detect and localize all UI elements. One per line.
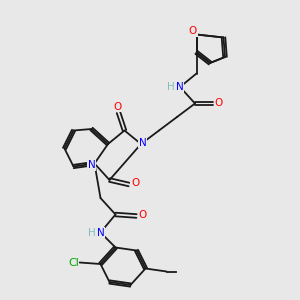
- Text: H: H: [88, 227, 95, 238]
- Text: N: N: [176, 82, 184, 92]
- Text: N: N: [88, 160, 95, 170]
- Text: H: H: [167, 82, 175, 92]
- Text: N: N: [97, 227, 104, 238]
- Text: Cl: Cl: [68, 257, 79, 268]
- Text: N: N: [139, 137, 146, 148]
- Text: O: O: [214, 98, 223, 109]
- Text: O: O: [138, 209, 147, 220]
- Text: O: O: [131, 178, 139, 188]
- Text: O: O: [113, 101, 121, 112]
- Text: O: O: [189, 26, 197, 37]
